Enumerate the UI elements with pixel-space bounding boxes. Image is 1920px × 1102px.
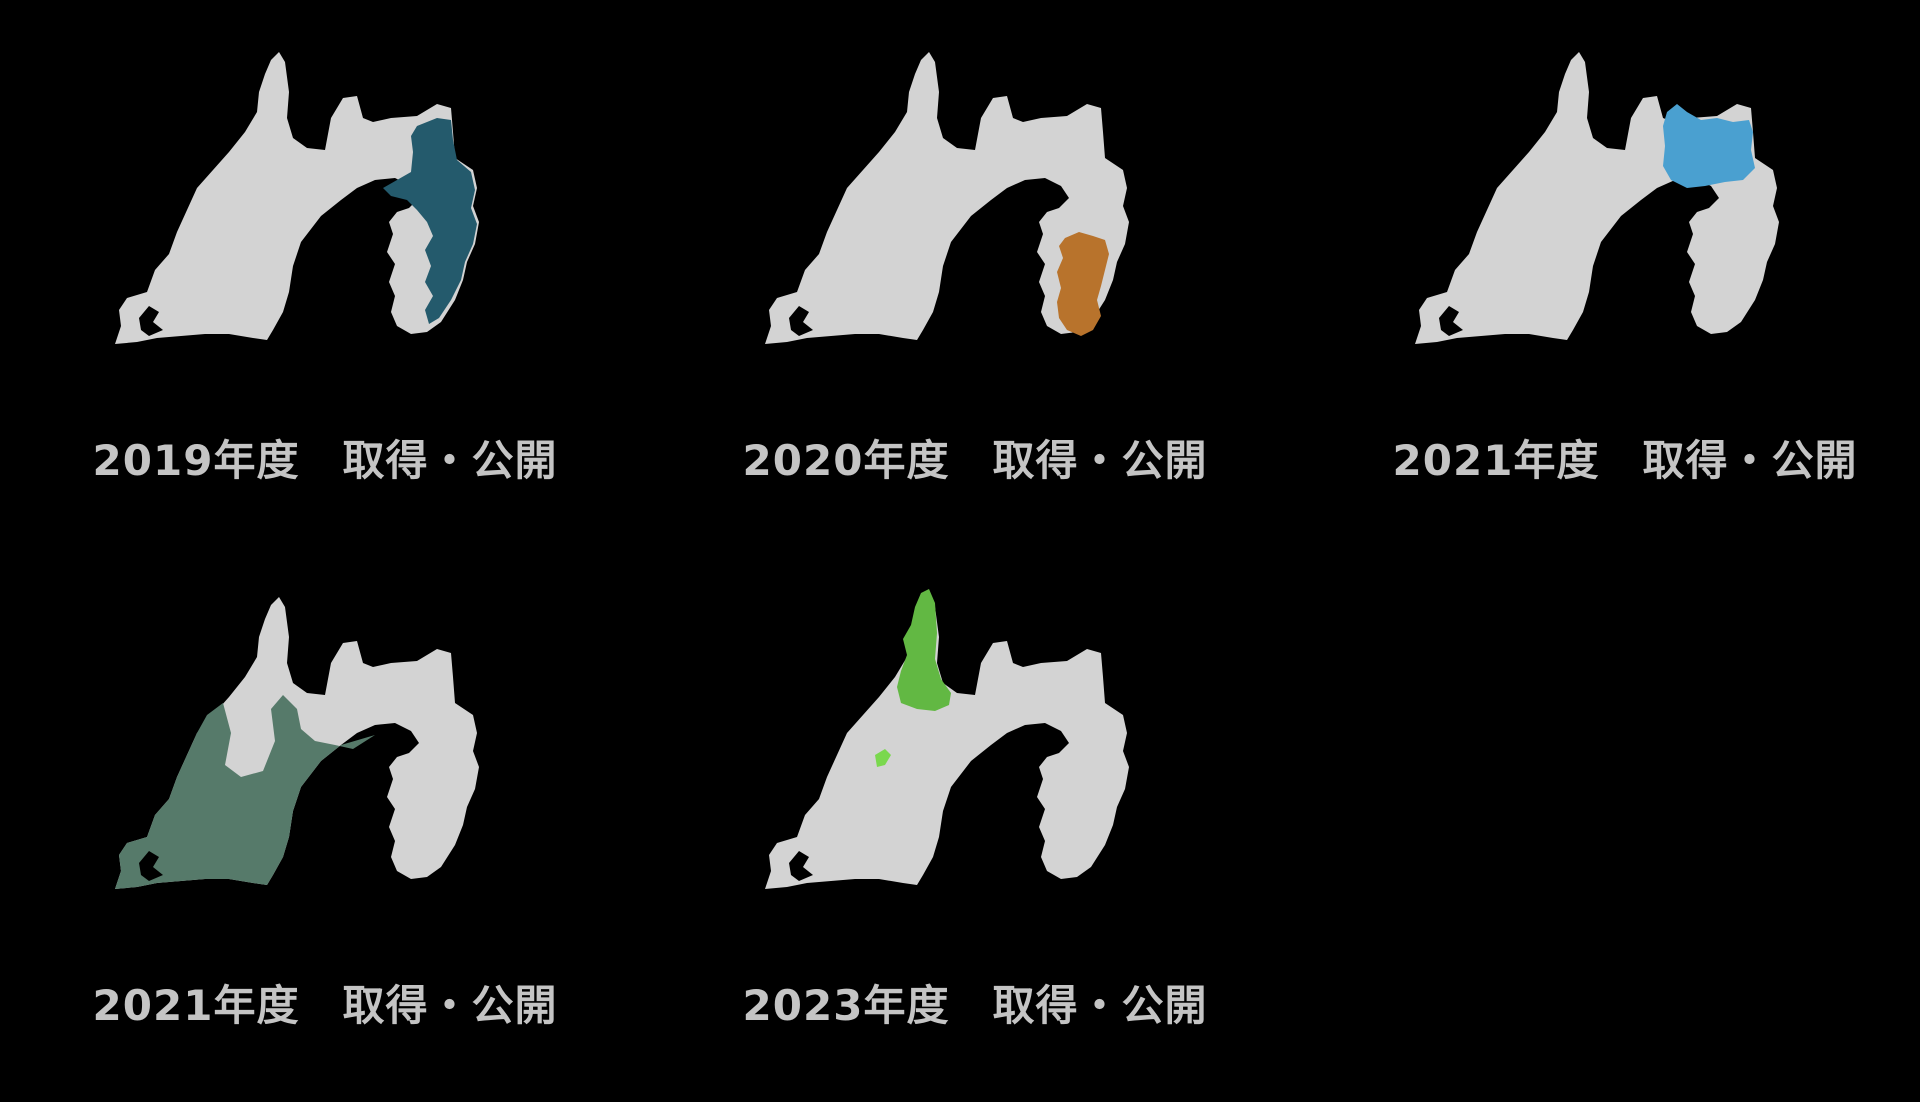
highlight-region xyxy=(383,118,477,324)
shizuoka-map xyxy=(1415,52,1779,344)
highlight-region-small xyxy=(875,749,891,767)
shizuoka-map xyxy=(115,52,479,344)
map-panel-2023: 2023年度 取得・公開 xyxy=(695,545,1255,1065)
panel-caption: 2023年度 取得・公開 xyxy=(742,981,1208,1030)
map-panel-2020: 2020年度 取得・公開 xyxy=(695,0,1255,520)
map-panel-2019: 2019年度 取得・公開 xyxy=(45,0,605,520)
panel-caption: 2021年度 取得・公開 xyxy=(92,981,558,1030)
map-panel-2021-northeast: 2021年度 取得・公開 xyxy=(1345,0,1905,520)
map-panel-2021-west: 2021年度 取得・公開 xyxy=(45,545,605,1065)
highlight-region xyxy=(115,695,375,889)
highlight-region xyxy=(897,589,951,711)
panel-caption: 2021年度 取得・公開 xyxy=(1392,436,1858,485)
prefecture-land xyxy=(1415,52,1779,344)
highlight-region xyxy=(1663,104,1755,188)
shizuoka-map xyxy=(765,52,1129,344)
shizuoka-map xyxy=(765,589,1129,889)
panel-caption: 2020年度 取得・公開 xyxy=(742,436,1208,485)
highlight-region xyxy=(1057,232,1109,336)
panel-caption: 2019年度 取得・公開 xyxy=(92,436,558,485)
prefecture-land xyxy=(765,597,1129,889)
shizuoka-map xyxy=(115,597,479,889)
